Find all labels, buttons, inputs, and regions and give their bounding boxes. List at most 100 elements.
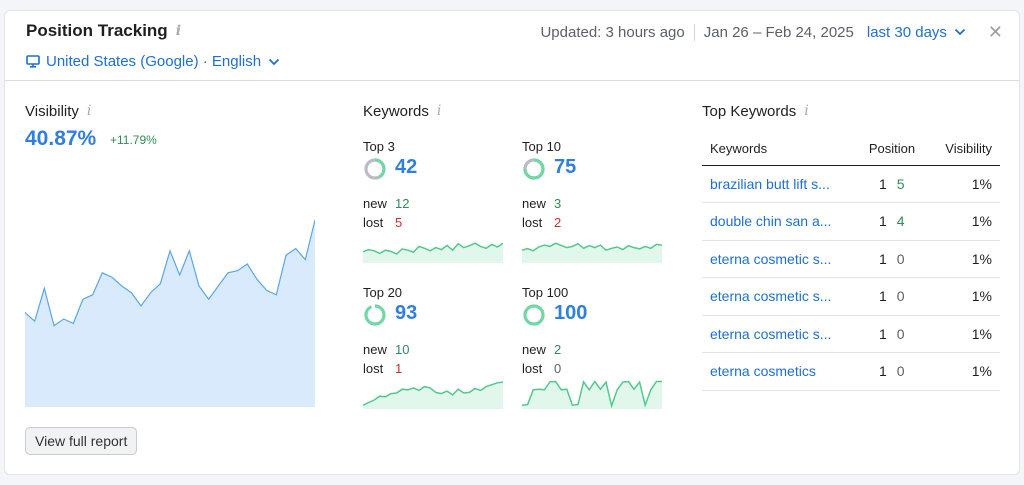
position-change: 0 [896, 288, 905, 305]
chevron-down-icon [268, 58, 280, 65]
visibility-title-text: Visibility [25, 103, 79, 120]
ring-icon [364, 304, 386, 326]
visibility-delta: +11.79% [110, 133, 157, 147]
kw-new-row: new 2 [522, 342, 561, 357]
kw-lost-value: 5 [395, 215, 403, 230]
kw-new-label: new [522, 196, 546, 211]
ring-progress [523, 158, 545, 180]
info-icon[interactable]: i [804, 103, 809, 119]
sparkline-line [522, 380, 662, 409]
kw-new-row: new 12 [363, 196, 409, 211]
visibility-cell: 1% [932, 315, 1000, 353]
kw-box-value: 42 [395, 156, 418, 178]
kw-lost-value: 0 [554, 361, 562, 376]
kw-new-label: new [522, 342, 546, 357]
kw-sparkline [522, 380, 662, 409]
table-row: eterna cosmetic s... 1 0 1% [702, 277, 1000, 316]
date-range: Jan 26 – Feb 24, 2025 [703, 23, 854, 41]
top-keywords-title-text: Top Keywords [702, 103, 797, 120]
kw-sparkline [363, 381, 503, 409]
position-change: 0 [896, 250, 905, 267]
keyword-link[interactable]: eterna cosmetics [702, 352, 852, 391]
sparkline-area [522, 381, 662, 409]
keywords-top100-box[interactable]: Top 100 100 new 2 lost 0 [522, 285, 662, 415]
ring-progress [364, 304, 386, 326]
position-value: 1 [879, 363, 887, 380]
keywords-top3-box[interactable]: Top 3 42 new 12 lost 5 [363, 139, 503, 269]
table-row: eterna cosmetics 1 0 1% [702, 352, 1000, 391]
kw-sparkline [522, 242, 662, 263]
sparkline-line [363, 381, 503, 406]
ring-progress [364, 158, 386, 180]
kw-new-row: new 3 [522, 196, 561, 211]
chevron-down-icon [954, 28, 966, 36]
updated-text: Updated: 3 hours ago [540, 23, 685, 41]
position-value: 1 [879, 250, 887, 267]
kw-box-label: Top 3 [363, 139, 395, 154]
info-icon[interactable]: i [436, 103, 442, 119]
ring-icon [523, 304, 545, 326]
position-change: 4 [896, 213, 905, 230]
kw-box-value: 100 [554, 302, 588, 324]
kw-lost-label: lost [522, 361, 543, 376]
kw-box-value: 93 [395, 302, 418, 324]
widget-header: Position Tracking i United States (Google… [5, 11, 1019, 81]
kw-lost-label: lost [522, 215, 543, 230]
location-selector[interactable]: United States (Google) · English [26, 53, 286, 70]
position-value: 1 [879, 175, 887, 192]
keywords-top20-box[interactable]: Top 20 93 new 10 lost 1 [363, 285, 503, 415]
period-label: last 30 days [866, 23, 947, 41]
kw-sparkline [363, 242, 503, 263]
keyword-link[interactable]: eterna cosmetic s... [702, 315, 852, 353]
close-icon[interactable]: ✕ [987, 22, 1003, 42]
kw-lost-label: lost [363, 361, 384, 376]
sparkline-area [363, 243, 503, 263]
kw-new-value: 2 [554, 342, 562, 357]
desktop-icon [26, 55, 40, 68]
keywords-title-text: Keywords [363, 103, 429, 120]
position-value: 1 [879, 288, 887, 305]
visibility-cell: 1% [932, 202, 1000, 241]
location-label: United States (Google) · English [46, 53, 262, 70]
keywords-top10-box[interactable]: Top 10 75 new 3 lost 2 [522, 139, 662, 269]
visibility-cell: 1% [932, 277, 1000, 316]
info-icon[interactable]: i [86, 103, 92, 119]
keyword-link[interactable]: eterna cosmetic s... [702, 277, 852, 316]
info-icon[interactable]: i [175, 23, 182, 39]
position-value: 1 [879, 325, 887, 342]
kw-new-label: new [363, 196, 387, 211]
visibility-trend-chart [25, 219, 315, 407]
table-header-row: Keywords Position Visibility [702, 133, 1000, 166]
sparkline-area [363, 382, 503, 409]
view-full-report-button[interactable]: View full report [25, 427, 138, 455]
position-change: 0 [896, 325, 905, 342]
kw-box-label: Top 10 [522, 139, 562, 154]
ring-icon [523, 158, 545, 180]
visibility-title: Visibility i [25, 103, 91, 120]
widget-title: Position Tracking i [26, 21, 181, 41]
period-selector[interactable]: last 30 days [867, 24, 966, 41]
keyword-link[interactable]: eterna cosmetic s... [702, 240, 852, 278]
top-keywords-title: Top Keywords i [702, 103, 809, 120]
table-row: eterna cosmetic s... 1 0 1% [702, 240, 1000, 278]
table-row: eterna cosmetic s... 1 0 1% [702, 315, 1000, 353]
kw-lost-row: lost 5 [363, 215, 402, 230]
kw-new-value: 12 [395, 196, 410, 211]
keyword-link[interactable]: brazilian butt lift s... [702, 165, 852, 203]
kw-box-label: Top 100 [522, 285, 569, 300]
kw-lost-row: lost 2 [522, 215, 561, 230]
visibility-line [25, 219, 315, 327]
position-change: 5 [896, 175, 905, 192]
kw-lost-row: lost 1 [363, 361, 402, 376]
kw-new-label: new [363, 342, 387, 357]
ring-icon [364, 158, 386, 180]
header-divider [693, 23, 695, 41]
kw-new-value: 10 [395, 342, 410, 357]
keyword-link[interactable]: double chin san a... [702, 202, 852, 241]
keywords-title: Keywords i [363, 103, 441, 120]
